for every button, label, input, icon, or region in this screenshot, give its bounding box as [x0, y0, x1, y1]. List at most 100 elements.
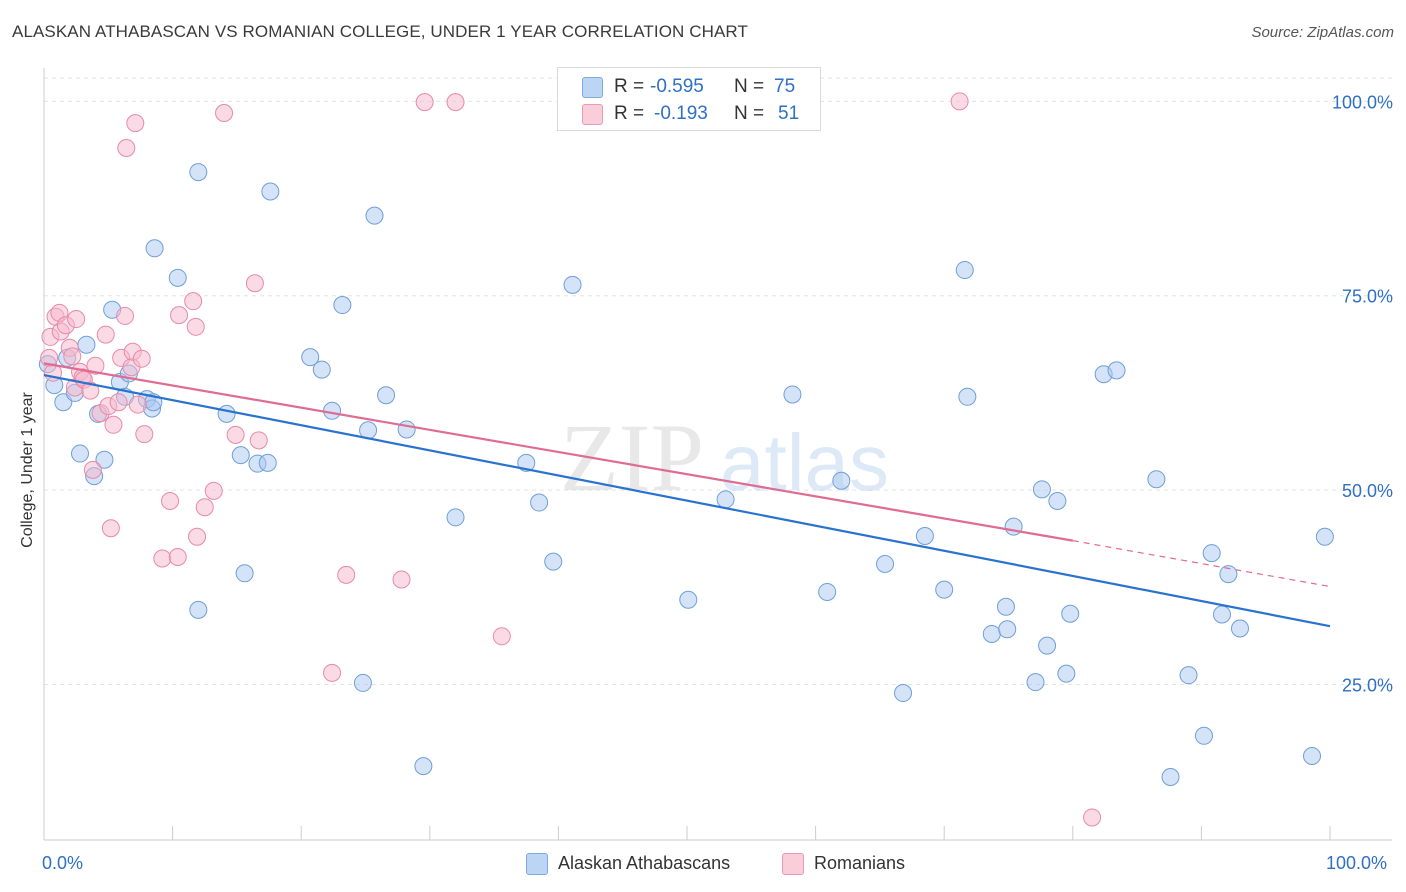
romanian-point — [446, 93, 465, 112]
series-label-romanian: Romanians — [814, 853, 906, 873]
x-tick-label-min: 0.0% — [42, 853, 84, 873]
series-legend: Alaskan Athabascans Romanians — [0, 852, 1406, 878]
athabascan-point — [1194, 726, 1213, 745]
watermark-zip: ZIP — [560, 404, 704, 511]
athabascan-point — [77, 335, 96, 354]
athabascan-point — [397, 420, 416, 439]
athabascan-point — [145, 239, 164, 258]
athabascan-point — [958, 387, 977, 406]
romanian-point — [126, 114, 145, 133]
romanian-point — [101, 519, 120, 538]
legend-r-value: -0.193 — [654, 103, 708, 124]
athabascan-point — [377, 386, 396, 405]
romanian-point — [392, 570, 411, 589]
series-swatch-athabascan — [526, 853, 548, 875]
athabascan-point — [1026, 673, 1045, 692]
romanian-point — [132, 349, 151, 368]
gridlines — [44, 77, 1392, 685]
athabascan-point — [1202, 544, 1221, 563]
athabascan-point — [1004, 517, 1023, 536]
romanian-point — [135, 425, 154, 444]
athabascan-point — [1179, 666, 1198, 685]
romanian-point — [950, 92, 969, 111]
athabascan-point — [517, 453, 536, 472]
romanian-point — [184, 292, 203, 311]
athabascan-point — [1302, 747, 1321, 766]
legend-n-label: N = — [734, 103, 765, 124]
athabascan-point — [982, 624, 1001, 643]
romanian-point — [153, 549, 172, 568]
romanian-point — [128, 395, 147, 414]
athabascan-point — [312, 360, 331, 379]
watermark-atlas: atlas — [720, 418, 889, 507]
athabascan-point — [168, 268, 187, 287]
romanian-point — [337, 565, 356, 584]
athabascan-point — [217, 404, 236, 423]
legend-r-value: -0.595 — [650, 76, 704, 97]
athabascan-point — [544, 552, 563, 571]
athabascan-point — [231, 446, 250, 465]
romanian-point — [195, 498, 214, 517]
athabascan-point — [1161, 768, 1180, 787]
athabascan-point — [832, 471, 851, 490]
athabascan-point — [1107, 361, 1126, 380]
series-swatch-romanian — [782, 853, 804, 875]
athabascan-point — [996, 597, 1015, 616]
athabascan-point — [1038, 636, 1057, 655]
romanian-point — [170, 306, 189, 325]
axes — [43, 68, 1392, 841]
romanian-point — [168, 547, 187, 566]
legend-n-label: N = — [734, 76, 765, 97]
legend-n-value: 51 — [778, 103, 800, 124]
athabascan-trend-line — [43, 373, 1331, 628]
romanian-point — [86, 356, 105, 375]
romanian-point — [63, 347, 82, 366]
y-axis-title: College, Under 1 year — [19, 392, 36, 548]
athabascan-point — [1219, 565, 1238, 584]
athabascan-point — [189, 600, 208, 619]
athabascan-point — [818, 582, 837, 601]
romanian-point — [249, 431, 268, 450]
romanian-point — [81, 381, 100, 400]
romanian-point — [109, 393, 128, 412]
athabascan-point — [876, 554, 895, 573]
athabascan-point — [261, 182, 280, 201]
romanian-point — [83, 460, 102, 479]
legend-n-value: 75 — [774, 76, 796, 97]
romanian-point — [204, 481, 223, 500]
athabascan-point — [679, 590, 698, 609]
athabascan-point — [95, 450, 114, 469]
romanian-point — [104, 415, 123, 434]
athabascan-point — [333, 296, 352, 315]
athabascan-point — [998, 620, 1017, 639]
romanian-point — [161, 491, 180, 510]
romanian-point — [323, 663, 342, 682]
romanian-point — [415, 93, 434, 112]
athabascan-point — [353, 673, 372, 692]
legend-swatch-athabascan — [582, 77, 603, 98]
legend-r-label: R = — [614, 76, 645, 97]
athabascan-point — [1048, 491, 1067, 510]
romanian-point — [245, 274, 264, 293]
athabascan-point — [915, 526, 934, 545]
athabascan-point — [563, 275, 582, 294]
athabascan-point — [1230, 619, 1249, 638]
trend-lines — [43, 362, 1331, 628]
athabascan-point — [365, 206, 384, 225]
athabascan-point — [446, 508, 465, 527]
romanian-point — [116, 306, 135, 325]
athabascan-point — [71, 444, 90, 463]
chart-source: Source: ZipAtlas.com — [1251, 24, 1394, 41]
athabascan-point — [530, 493, 549, 512]
y-tick-label: 75.0% — [1342, 287, 1393, 307]
legend-r-label: R = — [614, 103, 645, 124]
athabascan-point — [1147, 470, 1166, 489]
athabascan-point — [783, 385, 802, 404]
romanian-point — [96, 325, 115, 344]
athabascan-point — [1212, 605, 1231, 624]
romanian-trend-extension — [1072, 540, 1331, 588]
y-tick-labels: 25.0% 50.0% 75.0% 100.0% — [1332, 92, 1393, 695]
y-tick-label: 100.0% — [1332, 92, 1393, 112]
athabascan-point — [1032, 480, 1051, 499]
